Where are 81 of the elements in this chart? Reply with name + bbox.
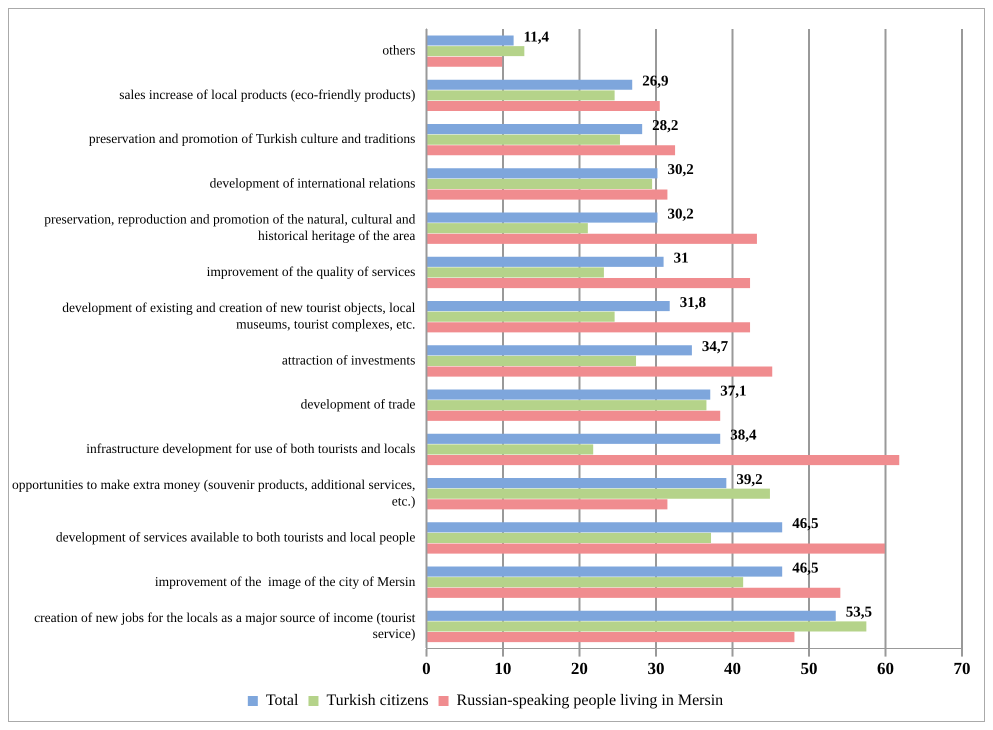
y-tick-label: opportunities to make extra money (souvenir products, additional services, etc.) — [12, 477, 416, 508]
bar — [427, 566, 782, 577]
y-tick-label: preservation and promotion of Turkish culture and traditions — [88, 131, 416, 146]
y-tick-label: development of services available to both tourists and local people — [56, 530, 416, 545]
bar — [427, 90, 615, 100]
bar — [427, 522, 782, 532]
bar — [427, 223, 588, 234]
bar — [427, 256, 664, 267]
data-label: 53,5 — [846, 604, 872, 621]
bar — [427, 189, 668, 200]
bar — [427, 80, 632, 90]
data-label: 11,4 — [524, 29, 550, 46]
y-tick-label: others — [382, 42, 416, 58]
y-tick-label: development of international relations — [210, 175, 416, 190]
data-label: 30,2 — [667, 206, 694, 222]
bar — [427, 100, 660, 112]
x-tick-label: 50 — [800, 659, 818, 678]
data-label: 26,9 — [642, 74, 668, 90]
bar — [427, 588, 840, 598]
bar — [427, 488, 770, 499]
bar — [427, 544, 885, 554]
bar — [427, 56, 502, 67]
bar — [427, 532, 712, 544]
bar — [427, 134, 620, 145]
x-tick-label: 60 — [876, 659, 894, 678]
data-label: 28,2 — [652, 118, 678, 134]
x-tick-label: 30 — [647, 659, 664, 678]
data-label: 39,2 — [736, 472, 763, 488]
bar — [427, 278, 750, 288]
data-label: 46,5 — [792, 560, 818, 576]
bar — [427, 301, 670, 312]
bar — [427, 621, 866, 632]
bar — [427, 632, 794, 642]
bar — [427, 366, 772, 377]
bar — [427, 390, 710, 400]
data-label: 38,4 — [730, 428, 757, 444]
y-tick-label: improvement of the quality of services — [206, 264, 416, 279]
bar — [427, 168, 658, 178]
bar — [427, 267, 604, 278]
bar — [427, 499, 668, 510]
bar — [427, 345, 692, 356]
legend-label: Total — [266, 692, 300, 710]
legend-label: Turkish citizens — [326, 692, 429, 710]
y-tick-label: attraction of investments — [282, 352, 416, 368]
bar — [427, 434, 720, 444]
bar — [427, 212, 658, 223]
bar — [427, 35, 514, 46]
bar — [427, 577, 744, 588]
bar — [427, 234, 757, 244]
data-label: 34,7 — [702, 339, 729, 356]
bar — [427, 178, 652, 189]
data-label: 37,1 — [720, 383, 747, 400]
bar — [427, 444, 594, 454]
y-tick-label: infrastructure development for use of both tourists and locals — [86, 440, 416, 456]
bar — [427, 145, 676, 156]
x-tick-label: 0 — [422, 659, 431, 678]
x-tick-label: 40 — [724, 659, 741, 678]
y-tick-label: development of trade — [300, 396, 416, 412]
data-label: 31,8 — [680, 294, 706, 311]
bar — [427, 312, 615, 322]
y-tick-label: improvement of the image of the city of Mersin — [154, 574, 416, 589]
y-tick-label: development of existing and creation of new tourist objects, local museums, tourist complexes, etc. — [62, 300, 416, 332]
bar — [427, 322, 750, 332]
bar — [427, 400, 706, 410]
bar — [427, 455, 900, 466]
y-tick-label: sales increase of local products (eco-friendly products) — [119, 86, 416, 102]
y-tick-label: preservation, reproduction and promotion of the natural, cultural and historical heritage of the area — [44, 212, 416, 243]
legend-label: Russian-speaking people living in Mersin — [456, 692, 724, 710]
bar — [427, 610, 836, 621]
y-tick-label: creation of new jobs for the locals as a major source of income (tourist service) — [34, 610, 416, 642]
x-tick-label: 70 — [954, 659, 970, 678]
bar — [427, 356, 636, 366]
bar — [427, 46, 524, 56]
x-tick-label: 20 — [570, 659, 588, 678]
data-label: 46,5 — [792, 516, 818, 532]
bar — [427, 124, 642, 134]
bar — [427, 410, 720, 421]
data-label: 31 — [674, 250, 689, 267]
x-tick-label: 10 — [494, 659, 512, 678]
data-label: 30,2 — [667, 162, 694, 178]
bar — [427, 478, 726, 488]
